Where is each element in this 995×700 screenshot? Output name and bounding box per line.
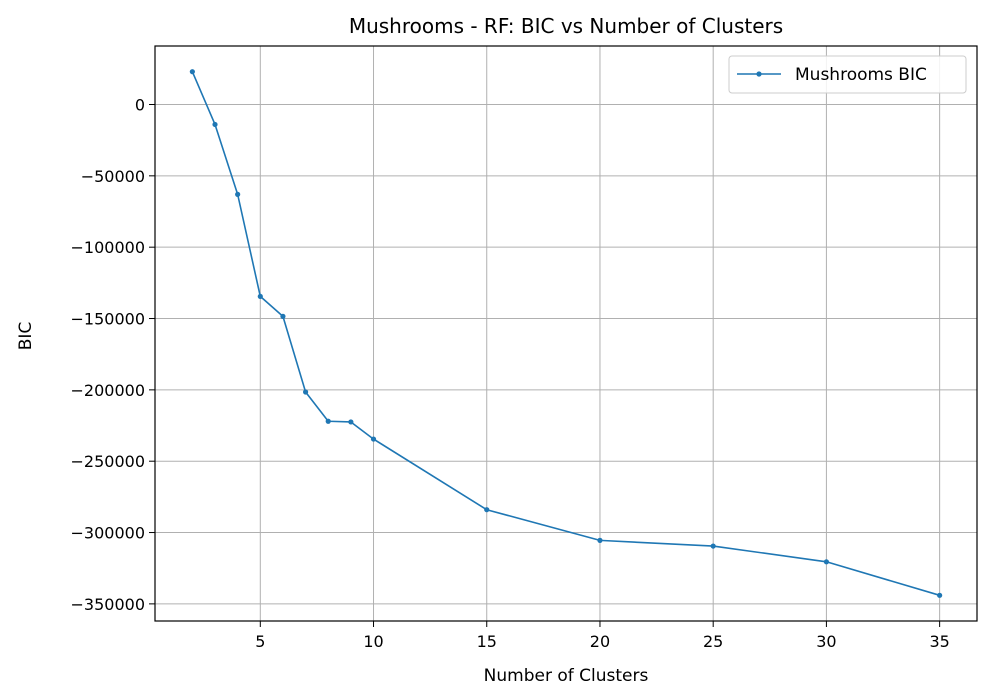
y-tick-label: −350000	[71, 595, 145, 614]
x-tick-label: 20	[590, 632, 610, 651]
legend: Mushrooms BIC	[728, 55, 967, 94]
series-line	[191, 71, 940, 597]
data-point	[325, 418, 331, 424]
y-tick-label: −250000	[71, 452, 145, 471]
legend-marker-swatch	[756, 71, 762, 77]
plot-frame	[154, 45, 978, 622]
data-point	[823, 559, 830, 565]
x-axis-label: Number of Clusters	[484, 666, 649, 686]
x-tick-label: 30	[816, 632, 836, 651]
y-axis-ticks: 0 −50000 −100000 −150000 −200000 −250000 −3000…	[71, 95, 155, 614]
x-tick-label: 15	[477, 632, 497, 651]
y-tick-label: −300000	[71, 524, 145, 543]
data-point	[597, 537, 603, 543]
y-axis-label: BIC	[16, 322, 36, 351]
x-tick-label: 35	[929, 632, 949, 651]
x-tick-label: 5	[255, 632, 265, 651]
data-point	[302, 389, 309, 395]
chart-title: Mushrooms - RF: BIC vs Number of Cluster…	[349, 14, 783, 38]
series-layer	[189, 69, 943, 598]
legend-box	[728, 55, 967, 94]
data-point	[257, 293, 263, 300]
y-tick-label: −200000	[71, 381, 145, 400]
data-point	[280, 313, 286, 319]
grid-lines	[155, 46, 977, 621]
data-point	[189, 69, 195, 75]
y-tick-label: −50000	[81, 167, 145, 186]
y-tick-label: 0	[135, 95, 145, 114]
legend-label: Mushrooms BIC	[795, 65, 927, 85]
data-point	[348, 419, 354, 425]
data-point	[370, 436, 377, 442]
data-point	[710, 543, 716, 549]
y-tick-label: −150000	[71, 310, 145, 329]
x-axis-ticks: 5 10 15 20 25 30 35	[255, 621, 950, 651]
data-point	[212, 121, 218, 128]
data-point	[937, 592, 943, 598]
x-tick-label: 25	[703, 632, 723, 651]
data-point	[235, 191, 241, 197]
data-point	[484, 507, 490, 513]
y-tick-label: −100000	[71, 238, 145, 257]
x-tick-label: 10	[363, 632, 383, 651]
